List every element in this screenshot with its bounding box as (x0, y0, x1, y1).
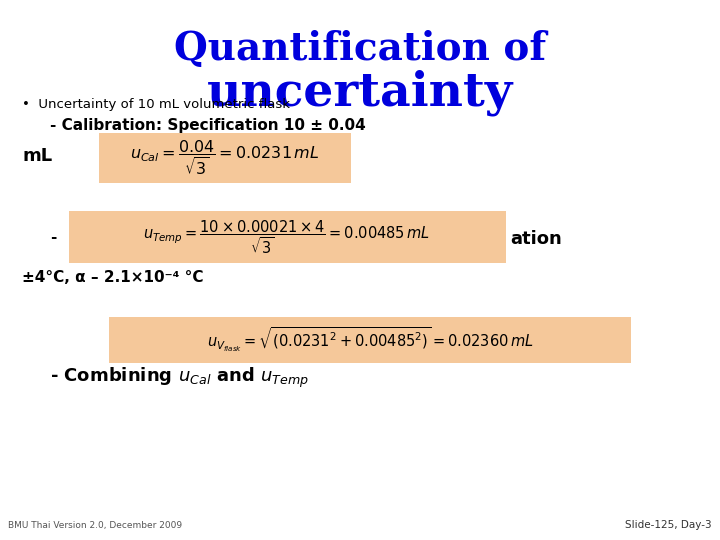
Text: Slide-125, Day-3: Slide-125, Day-3 (626, 520, 712, 530)
FancyBboxPatch shape (69, 211, 506, 263)
Text: -: - (50, 230, 56, 245)
Text: Quantification of: Quantification of (174, 30, 546, 68)
Text: ation: ation (510, 230, 562, 248)
Text: $u_{V_{flask}} = \sqrt{\left(0.0231^2 + 0.00485^2\right)} = 0.02360\,mL$: $u_{V_{flask}} = \sqrt{\left(0.0231^2 + … (207, 326, 534, 354)
FancyBboxPatch shape (109, 317, 631, 363)
Text: - Combining $u_{Cal}$ and $u_{Temp}$: - Combining $u_{Cal}$ and $u_{Temp}$ (50, 366, 309, 390)
Text: •  Uncertainty of 10 mL volumetric flask: • Uncertainty of 10 mL volumetric flask (22, 98, 290, 111)
Text: $u_{Cal} = \dfrac{0.04}{\sqrt{3}} = 0.0231\,mL$: $u_{Cal} = \dfrac{0.04}{\sqrt{3}} = 0.02… (130, 138, 320, 178)
FancyBboxPatch shape (99, 133, 351, 183)
Text: mL: mL (22, 147, 52, 165)
Text: - Calibration: Specification 10 ± 0.04: - Calibration: Specification 10 ± 0.04 (50, 118, 366, 133)
Text: uncertainty: uncertainty (207, 70, 513, 117)
Text: BMU Thai Version 2.0, December 2009: BMU Thai Version 2.0, December 2009 (8, 521, 182, 530)
Text: $u_{Temp} = \dfrac{10 \times 0.00021 \times 4}{\sqrt{3}} = 0.00485\,mL$: $u_{Temp} = \dfrac{10 \times 0.00021 \ti… (143, 218, 431, 256)
Text: ±4°C, α – 2.1×10⁻⁴ °C: ±4°C, α – 2.1×10⁻⁴ °C (22, 270, 204, 285)
